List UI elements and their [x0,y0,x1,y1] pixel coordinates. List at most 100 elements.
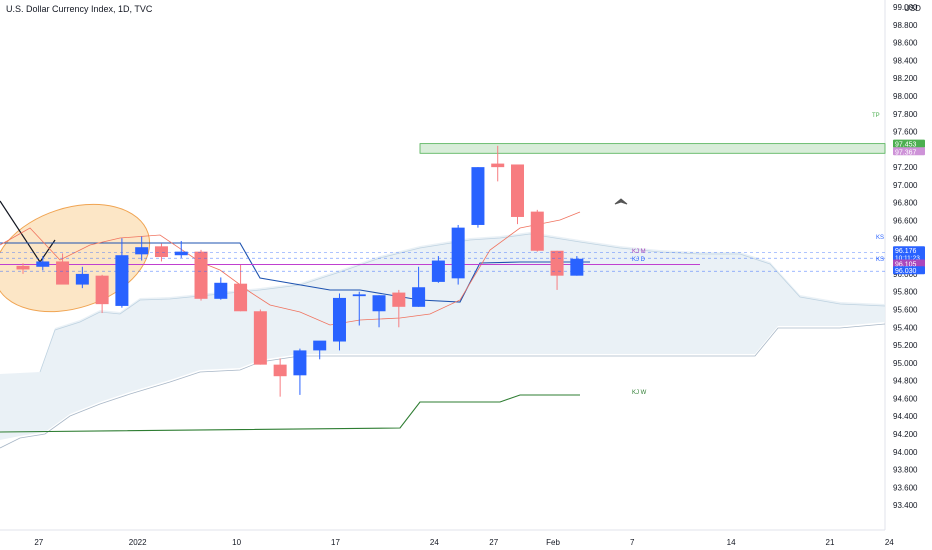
time-tick-label: 14 [727,538,736,547]
currency-label: USD [904,4,921,13]
candle-body [293,350,307,376]
price-tick-label: 97.000 [893,181,918,190]
candle-body [392,292,406,307]
candle-body [491,163,505,168]
price-tick-label: 97.200 [893,163,918,172]
level-tag-bg [893,139,925,148]
price-levels: 97.45397.36796.24096.17610:11:2396.10596… [0,113,925,396]
price-tick-label: 98.600 [893,39,918,48]
price-tick-label: 94.000 [893,448,918,457]
candle [332,293,346,351]
candle-body [451,227,465,279]
price-tick-label: 98.400 [893,56,918,65]
candle-body [352,294,366,297]
price-tick-label: 99.000 [893,3,918,12]
weekly-kijun-line [0,394,580,433]
candles [16,145,584,397]
time-tick-label: 24 [430,538,439,547]
kijun-line [0,242,590,303]
level-tag-bg [893,259,925,268]
candle [451,224,465,285]
candle-body [550,250,564,276]
price-tick-label: 95.000 [893,359,918,368]
candle [352,291,366,326]
candle [214,277,228,300]
candle [392,289,406,328]
price-tick-label: 93.600 [893,483,918,492]
candle [412,266,426,307]
candle-body [570,258,584,276]
price-tick-label: 95.600 [893,305,918,314]
price-tick-label: 94.400 [893,412,918,421]
candle [115,238,129,308]
time-axis[interactable]: 27 2022 10 17 24 27 Feb 7 14 21 24 [0,529,894,547]
time-tick-label: 27 [34,538,43,547]
time-tick-label: Feb [546,538,560,547]
price-tick-label: 96.000 [893,270,918,279]
candle-body [313,340,327,351]
candle [273,358,287,397]
price-tick-label: 97.600 [893,128,918,137]
candle [194,249,208,301]
candle-body [115,255,129,306]
candle-body [511,164,524,217]
level-tag-bg [893,147,925,156]
candle [253,309,267,365]
price-tick-label: 98.200 [893,74,918,83]
level-tag-value: 97.453 [895,142,917,149]
candle-body [135,247,149,255]
candle-body [273,364,287,377]
level-tag-bg [893,246,925,263]
price-tick-label: 98.800 [893,21,918,30]
candle-body [174,251,188,256]
candle-body [234,283,248,312]
candle [550,250,564,290]
level-tag-bg [893,266,925,275]
time-tick-label: 27 [489,538,498,547]
candle [95,274,109,314]
level-tag: 97.367 [893,147,925,156]
tenkan-line [0,211,581,326]
line-label: KJ D [632,257,646,263]
level-tag: 97.453 [893,139,925,149]
candle [135,236,149,261]
candle [471,167,485,228]
level-tag-countdown: 10:11:23 [895,255,920,262]
price-tick-label: 96.600 [893,217,918,226]
candle [491,145,505,182]
candle-body [36,261,50,267]
line-label: KJ W [632,390,647,396]
candle-body [412,287,426,307]
candle [75,266,89,289]
price-tick-label: 96.400 [893,234,918,243]
candle [511,164,524,225]
cursor-arrow [614,198,628,205]
time-tick-label: 17 [331,538,340,547]
tp-zone [419,143,886,154]
chart-title: U.S. Dollar Currency Index, 1D, TVC [6,4,153,14]
candle-body [372,295,386,312]
candle [570,256,584,276]
line-label: KS [876,235,884,241]
price-tick-label: 97.800 [893,110,918,119]
price-tick-label: 96.800 [893,199,918,208]
level-tag-value: 97.367 [895,149,917,156]
level-tag-value: 96.105 [895,262,917,269]
candle [16,263,30,274]
price-tick-label: 94.600 [893,394,918,403]
candle-body [530,211,544,251]
price-tick-label: 93.400 [893,501,918,510]
line-label: TP [872,113,880,119]
time-tick-label: 7 [630,538,635,547]
price-tick-label: 98.000 [893,92,918,101]
candle [372,295,386,328]
time-tick-label: 21 [826,538,835,547]
candle [174,240,188,258]
candle-body [471,167,485,225]
cloud-upper-edge [39,233,886,373]
cloud-fill [0,232,885,440]
candle-body [56,261,70,285]
candle-body [332,297,346,342]
